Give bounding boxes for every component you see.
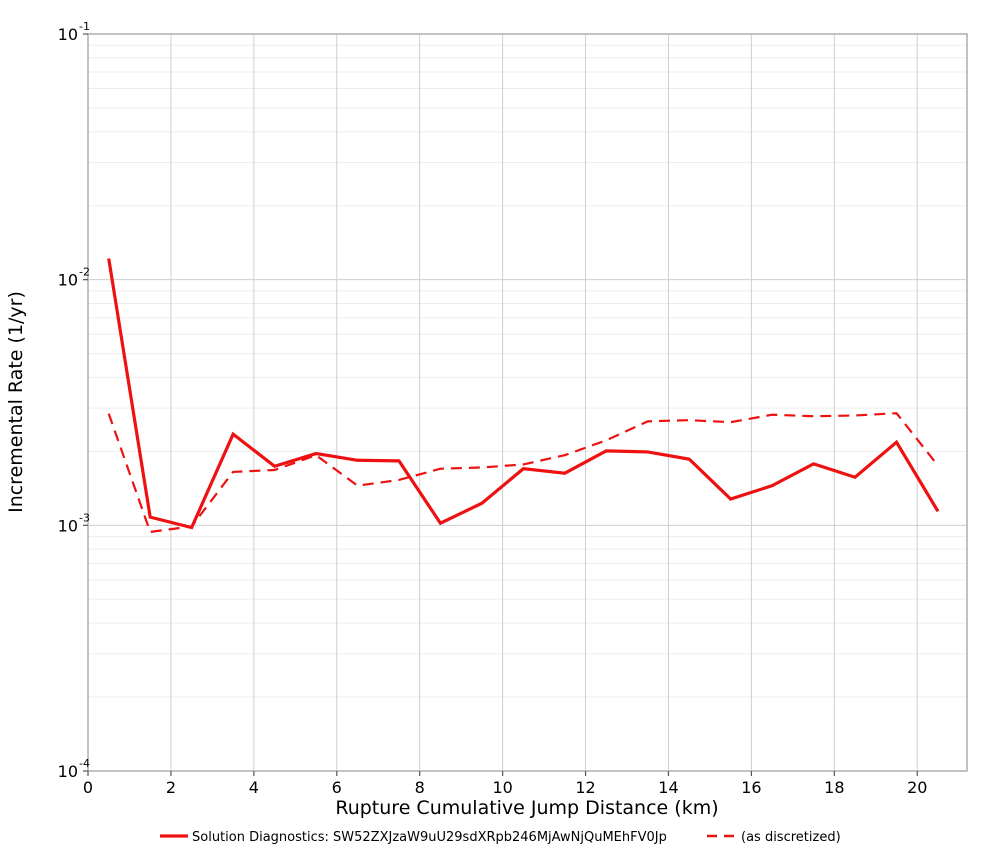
x-tick-label: 12	[575, 778, 595, 797]
y-tick-label-mantissa: 10	[58, 271, 78, 290]
y-major-gridlines	[89, 279, 966, 526]
x-tick-label: 20	[907, 778, 927, 797]
x-tick-label: 16	[741, 778, 761, 797]
y-tick-label-exponent: -3	[79, 511, 90, 524]
x-tick-label: 4	[249, 778, 259, 797]
y-axis-label: Incremental Rate (1/yr)	[5, 291, 27, 513]
y-tick-label-mantissa: 10	[58, 762, 78, 781]
y-tick-label: 10 -2	[58, 266, 90, 290]
plot-area	[87, 33, 968, 772]
x-tick-label: 2	[166, 778, 176, 797]
y-tick-label-exponent: -2	[79, 266, 90, 279]
x-tick-label: 8	[415, 778, 425, 797]
y-tick-label: 10 -3	[58, 511, 90, 535]
x-tick-labels: 0 2 4 6 8 10 12 14 16 18 20	[83, 778, 928, 797]
legend-label-secondary: (as discretized)	[741, 830, 841, 845]
y-minor-gridlines	[89, 44, 966, 698]
y-tick-label-mantissa: 10	[58, 516, 78, 535]
chart-legend: Solution Diagnostics: SW52ZXJzaW9uU29sdX…	[160, 830, 841, 845]
series-line-primary	[107, 258, 940, 530]
y-tick-label-exponent: -1	[79, 20, 90, 33]
x-tick-marks	[87, 771, 918, 776]
y-tick-label: 10 -1	[58, 20, 90, 44]
x-tick-label: 6	[332, 778, 342, 797]
x-tick-label: 10	[492, 778, 512, 797]
y-tick-label-mantissa: 10	[58, 25, 78, 44]
y-tick-labels: 10-410-310-210-1	[58, 20, 90, 781]
series-line-discretized	[107, 412, 939, 534]
x-major-gridlines	[170, 35, 918, 770]
data-series-group	[107, 258, 940, 534]
x-axis-label: Rupture Cumulative Jump Distance (km)	[335, 797, 718, 819]
y-tick-label: 10 -4	[58, 757, 90, 781]
x-tick-label: 0	[83, 778, 93, 797]
y-tick-marks	[83, 33, 88, 772]
x-tick-label: 14	[658, 778, 678, 797]
x-tick-label: 18	[824, 778, 844, 797]
legend-label-primary: Solution Diagnostics: SW52ZXJzaW9uU29sdX…	[192, 830, 667, 845]
y-tick-label-exponent: -4	[79, 757, 90, 770]
